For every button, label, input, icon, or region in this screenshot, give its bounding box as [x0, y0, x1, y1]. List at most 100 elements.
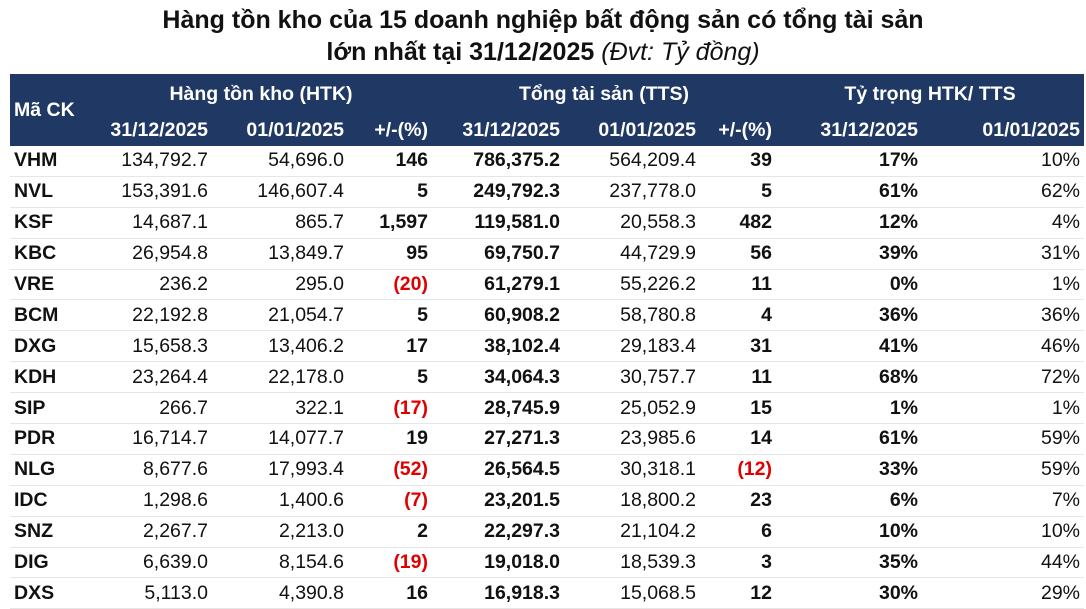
- cell-ratio-start: 59%: [922, 423, 1084, 455]
- cell-code: KDH: [10, 361, 90, 394]
- table-body: VHM 134,792.7 54,696.0 146 786,375.2 564,209.…: [10, 146, 1084, 609]
- cell-code: DXS: [10, 577, 90, 609]
- cell-code: DXG: [10, 330, 90, 363]
- cell-inventory-change: 16: [348, 577, 432, 609]
- cell-ratio-start: 46%: [922, 330, 1084, 363]
- table-title: Hàng tồn kho của 15 doanh nghiệp bất độn…: [0, 0, 1086, 68]
- cell-ratio-start: 62%: [922, 176, 1084, 208]
- cell-assets-change: 39: [700, 146, 776, 177]
- cell-ratio-end: 30%: [776, 577, 922, 609]
- cell-inventory-start: 4,390.8: [212, 577, 348, 609]
- cell-code: KBC: [10, 238, 90, 270]
- cell-assets-change: 31: [700, 330, 776, 363]
- table-header: Mã CK Hàng tồn kho (HTK) Tổng tài sản (T…: [10, 74, 1084, 146]
- cell-inventory-change: 2: [348, 516, 432, 548]
- cell-ratio-start: 10%: [922, 516, 1084, 548]
- cell-assets-end: 27,271.3: [432, 423, 564, 455]
- cell-assets-change: 5: [700, 176, 776, 208]
- cell-inventory-change: (52): [348, 454, 432, 486]
- table-row: KSF 14,687.1 865.7 1,597 119,581.0 20,558.3 48…: [10, 207, 1084, 239]
- table-row: KBC 26,954.8 13,849.7 95 69,750.7 44,729.9 56 3…: [10, 238, 1084, 270]
- cell-inventory-end: 266.7: [90, 392, 212, 425]
- cell-code: SNZ: [10, 516, 90, 548]
- cell-assets-end: 28,745.9: [432, 392, 564, 425]
- cell-inventory-start: 8,154.6: [212, 547, 348, 579]
- cell-assets-end: 249,792.3: [432, 176, 564, 208]
- cell-inventory-end: 15,658.3: [90, 330, 212, 363]
- table-row: SIP 266.7 322.1 (17) 28,745.9 25,052.9 15 1% 1%: [10, 392, 1084, 425]
- header-tts-date-end: 31/12/2025: [432, 114, 564, 146]
- cell-ratio-end: 41%: [776, 330, 922, 363]
- cell-ratio-start: 4%: [922, 207, 1084, 239]
- cell-assets-start: 564,209.4: [564, 146, 700, 177]
- cell-ratio-start: 72%: [922, 361, 1084, 394]
- cell-assets-start: 30,757.7: [564, 361, 700, 394]
- cell-assets-start: 29,183.4: [564, 330, 700, 363]
- cell-assets-end: 61,279.1: [432, 269, 564, 301]
- cell-inventory-end: 5,113.0: [90, 577, 212, 609]
- cell-inventory-start: 14,077.7: [212, 423, 348, 455]
- cell-assets-end: 26,564.5: [432, 454, 564, 486]
- table-row: NVL 153,391.6 146,607.4 5 249,792.3 237,778.0…: [10, 176, 1084, 208]
- table-row: IDC 1,298.6 1,400.6 (7) 23,201.5 18,800.2 23 6%…: [10, 485, 1084, 517]
- cell-assets-change: 14: [700, 423, 776, 455]
- cell-inventory-end: 16,714.7: [90, 423, 212, 455]
- cell-inventory-change: 5: [348, 299, 432, 332]
- cell-code: SIP: [10, 392, 90, 425]
- cell-assets-end: 19,018.0: [432, 547, 564, 579]
- cell-code: PDR: [10, 423, 90, 455]
- cell-assets-start: 55,226.2: [564, 269, 700, 301]
- cell-assets-change: 482: [700, 207, 776, 239]
- cell-inventory-end: 8,677.6: [90, 454, 212, 486]
- cell-ratio-end: 36%: [776, 299, 922, 332]
- header-tts-date-start: 01/01/2025: [564, 114, 700, 146]
- header-ratio-date-start: 01/01/2025: [922, 114, 1084, 146]
- cell-assets-start: 44,729.9: [564, 238, 700, 270]
- table-row: BCM 22,192.8 21,054.7 5 60,908.2 58,780.8 4 36%…: [10, 299, 1084, 332]
- cell-assets-end: 69,750.7: [432, 238, 564, 270]
- cell-assets-end: 22,297.3: [432, 516, 564, 548]
- cell-ratio-start: 1%: [922, 269, 1084, 301]
- header-group-inventory: Hàng tồn kho (HTK): [90, 74, 432, 114]
- cell-inventory-end: 236.2: [90, 269, 212, 301]
- cell-inventory-start: 13,406.2: [212, 330, 348, 363]
- cell-assets-end: 34,064.3: [432, 361, 564, 394]
- cell-ratio-end: 10%: [776, 516, 922, 548]
- cell-assets-start: 18,800.2: [564, 485, 700, 517]
- cell-ratio-end: 33%: [776, 454, 922, 486]
- inventory-table: Mã CK Hàng tồn kho (HTK) Tổng tài sản (T…: [10, 74, 1084, 609]
- title-main: lớn nhất tại 31/12/2025: [326, 38, 595, 66]
- cell-inventory-start: 146,607.4: [212, 176, 348, 208]
- cell-ratio-end: 1%: [776, 392, 922, 425]
- header-group-assets: Tổng tài sản (TTS): [432, 74, 776, 114]
- cell-code: VHM: [10, 146, 90, 177]
- cell-ratio-start: 36%: [922, 299, 1084, 332]
- cell-inventory-change: (7): [348, 485, 432, 517]
- cell-assets-start: 30,318.1: [564, 454, 700, 486]
- cell-ratio-start: 1%: [922, 392, 1084, 425]
- cell-ratio-end: 61%: [776, 423, 922, 455]
- cell-ratio-end: 0%: [776, 269, 922, 301]
- cell-code: NLG: [10, 454, 90, 486]
- cell-inventory-end: 1,298.6: [90, 485, 212, 517]
- cell-assets-start: 15,068.5: [564, 577, 700, 609]
- cell-inventory-end: 2,267.7: [90, 516, 212, 548]
- cell-inventory-change: 17: [348, 330, 432, 363]
- title-line-1: Hàng tồn kho của 15 doanh nghiệp bất độn…: [162, 6, 924, 34]
- cell-inventory-change: (19): [348, 547, 432, 579]
- cell-assets-end: 119,581.0: [432, 207, 564, 239]
- cell-assets-start: 18,539.3: [564, 547, 700, 579]
- cell-inventory-change: (17): [348, 392, 432, 425]
- cell-code: DIG: [10, 547, 90, 579]
- cell-assets-start: 23,985.6: [564, 423, 700, 455]
- cell-inventory-change: (20): [348, 269, 432, 301]
- table-row: NLG 8,677.6 17,993.4 (52) 26,564.5 30,318.1 (1…: [10, 454, 1084, 486]
- cell-ratio-end: 17%: [776, 146, 922, 177]
- header-group-ratio: Tỷ trọng HTK/ TTS: [776, 74, 1084, 114]
- cell-inventory-start: 17,993.4: [212, 454, 348, 486]
- cell-inventory-end: 23,264.4: [90, 361, 212, 394]
- cell-inventory-end: 153,391.6: [90, 176, 212, 208]
- cell-inventory-change: 19: [348, 423, 432, 455]
- cell-assets-end: 23,201.5: [432, 485, 564, 517]
- cell-ratio-start: 10%: [922, 146, 1084, 177]
